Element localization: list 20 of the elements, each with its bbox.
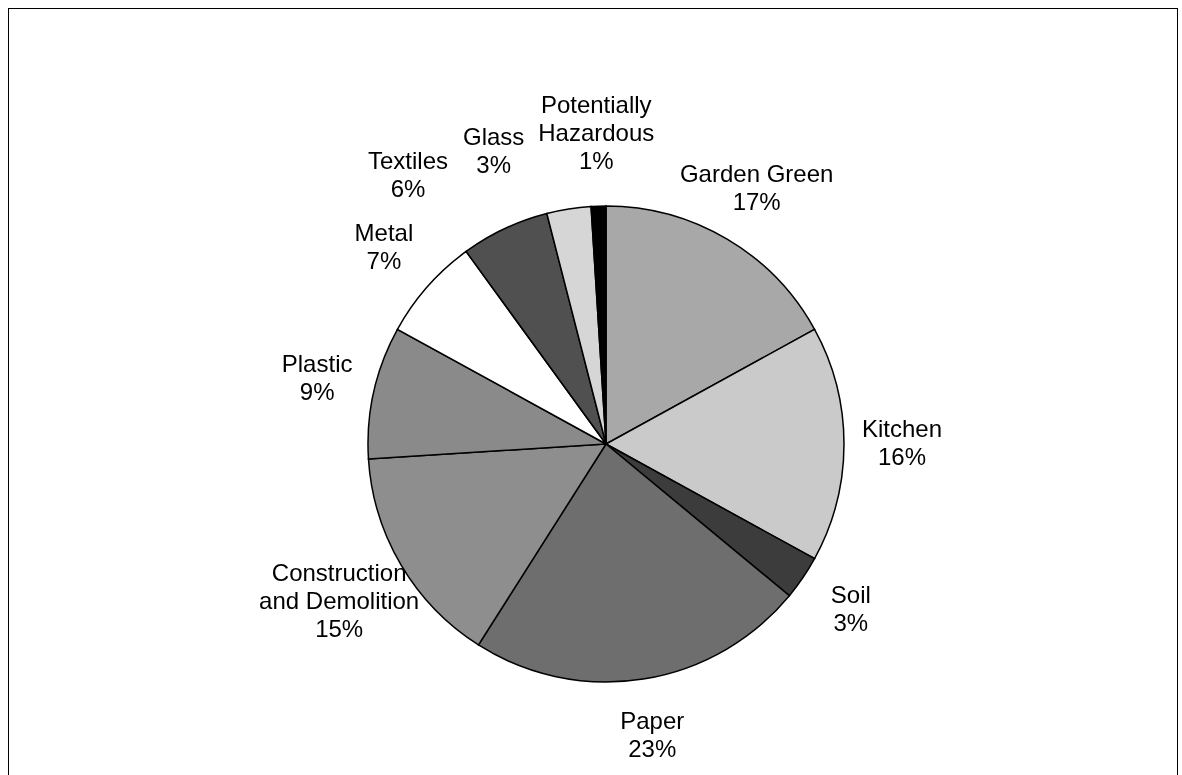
slice-label: Construction and Demolition [259, 558, 420, 614]
slice-label: Kitchen [861, 415, 943, 442]
slice-label: Potentially Hazardous [538, 91, 655, 147]
data-label: 3% [476, 150, 512, 178]
data-label: 7% [366, 247, 402, 275]
data-label: 1% [578, 147, 614, 175]
slice-label: Glass [463, 122, 525, 150]
slice-label: Paper [620, 707, 685, 735]
slice-label: Soil [830, 581, 871, 609]
data-label: 23% [628, 735, 677, 763]
slice-label: Metal [354, 219, 414, 247]
slice-label: Plastic [281, 350, 353, 378]
data-label: 15% [315, 614, 364, 642]
data-label: 17% [732, 188, 781, 216]
slice-label: Garden Green [679, 160, 834, 188]
data-label: 3% [833, 609, 869, 637]
data-label: 6% [390, 175, 426, 203]
slice-label: Textiles [367, 147, 448, 175]
data-label: 9% [299, 378, 335, 406]
data-label: 16% [877, 443, 927, 470]
